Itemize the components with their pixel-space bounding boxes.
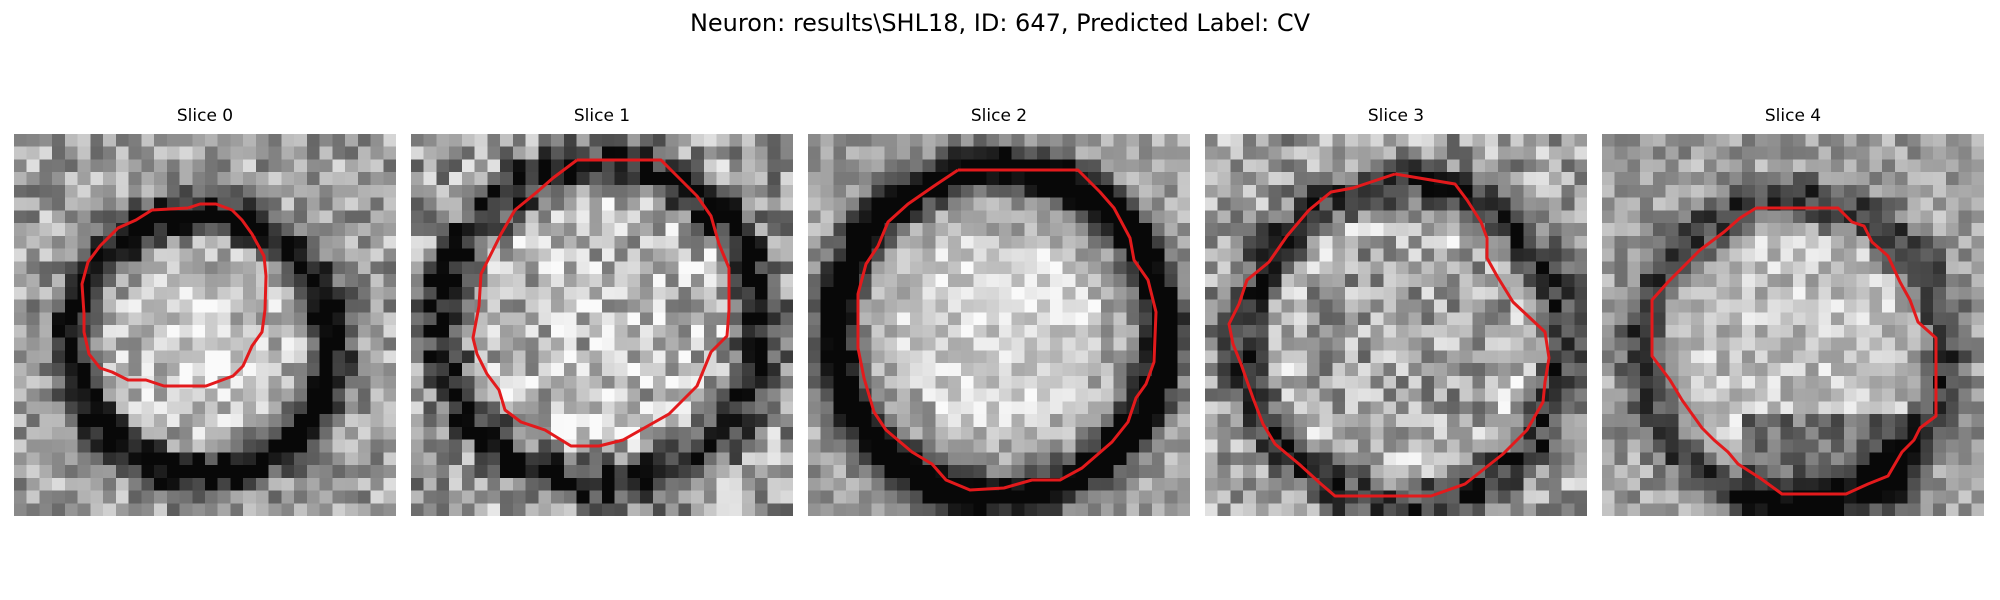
grayscale-image [1205,134,1587,516]
slice-panel-3: Slice 3 [1205,106,1587,516]
slice-title: Slice 1 [573,106,631,126]
roi-contour [1650,206,1938,496]
slice-panel-0: Slice 0 [14,106,396,516]
grayscale-image [808,134,1190,516]
grayscale-image [14,134,396,516]
figure-title: Neuron: results\SHL18, ID: 647, Predicte… [689,9,1311,37]
slice-panel-2: Slice 2 [808,106,1190,516]
slice-title: Slice 3 [1367,106,1425,126]
roi-contour [80,202,268,388]
roi-contour [856,168,1158,492]
slice-panel-1: Slice 1 [411,106,793,516]
slice-title: Slice 0 [176,106,234,126]
roi-contour [471,158,731,448]
slice-title: Slice 2 [970,106,1028,126]
roi-contour [1227,172,1551,498]
slice-title: Slice 4 [1764,106,1822,126]
slice-panel-4: Slice 4 [1602,106,1984,516]
